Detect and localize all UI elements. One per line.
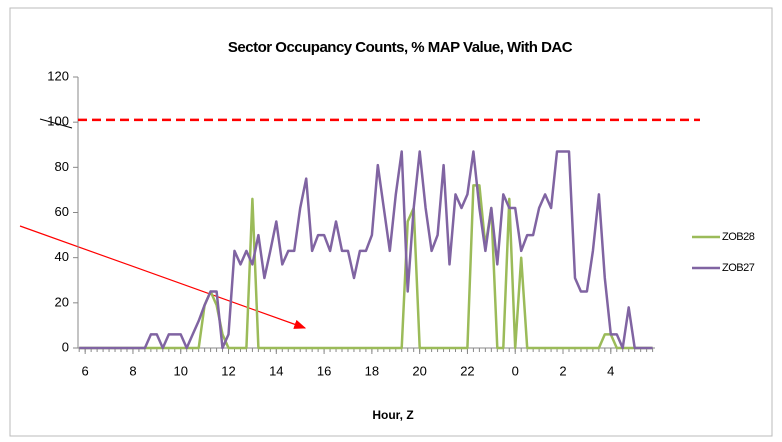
- x-tick-label: 4: [607, 363, 614, 378]
- pointer-line: [39, 118, 73, 129]
- x-axis-label: Hour, Z: [372, 408, 413, 422]
- series-line: [79, 184, 653, 350]
- x-tick-label: 22: [460, 363, 474, 378]
- chart-title: Sector Occupancy Counts, % MAP Value, Wi…: [228, 39, 573, 56]
- chart-border: [9, 7, 773, 437]
- y-tick-label: 20: [55, 294, 69, 309]
- legend-label: ZOB27: [722, 262, 755, 274]
- y-tick-label: 80: [55, 159, 69, 174]
- x-tick-label: 14: [269, 363, 283, 378]
- y-tick-label: 0: [62, 339, 69, 354]
- x-tick-label: 10: [174, 363, 188, 378]
- x-tick-label: 6: [82, 363, 89, 378]
- x-tick-label: 20: [412, 363, 426, 378]
- y-tick-label: 40: [55, 249, 69, 264]
- x-tick-label: 8: [129, 363, 136, 378]
- x-tick-label: 2: [559, 363, 566, 378]
- y-tick-label: 100: [47, 114, 69, 129]
- x-tick-label: 12: [221, 363, 235, 378]
- y-tick-label: 120: [47, 68, 69, 83]
- series-line: [79, 150, 653, 350]
- legend-label: ZOB28: [722, 231, 755, 243]
- x-tick-label: 0: [512, 363, 519, 378]
- x-tick-label: 16: [317, 363, 331, 378]
- y-tick-label: 60: [55, 204, 69, 219]
- x-tick-label: 18: [365, 363, 379, 378]
